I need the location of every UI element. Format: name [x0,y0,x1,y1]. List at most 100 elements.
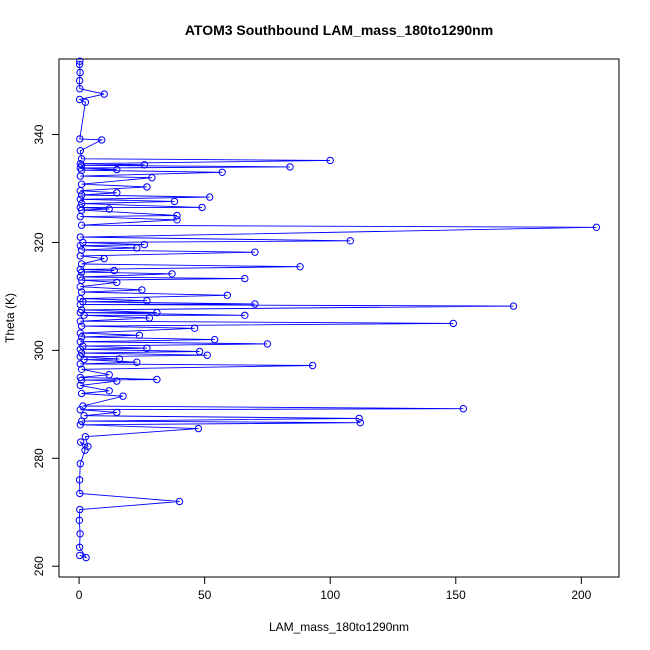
data-point [263,340,272,348]
data-point [76,360,85,368]
data-point [77,349,86,357]
data-point [76,57,84,65]
data-point [113,377,121,385]
series-layer [75,57,601,562]
x-tick-label: 0 [76,588,83,602]
data-point [76,353,85,361]
data-point [113,278,121,287]
data-point [140,240,149,249]
data-point [79,402,87,410]
data-point [77,199,86,208]
series-line [78,61,597,559]
data-point [145,314,154,322]
data-point [100,90,108,98]
data-point [326,156,334,165]
data-point [76,373,85,382]
data-point [76,406,85,414]
y-axis-label: Theta (K) [3,293,17,343]
data-point [77,191,86,199]
data-point [168,270,176,278]
data-point [241,311,249,319]
data-point [223,291,232,299]
y-tick-label: 320 [32,232,46,252]
data-point [296,263,304,271]
data-point [76,203,85,212]
data-point [113,408,121,417]
data-point [251,248,259,256]
data-point [203,351,211,359]
x-tick-label: 100 [320,588,340,602]
data-point [77,221,86,229]
data-point [75,543,84,551]
x-tick-label: 150 [446,588,466,602]
data-point [173,211,181,220]
data-point [76,505,84,514]
data-point [77,155,86,163]
x-tick-label: 200 [571,588,591,602]
data-point [459,405,467,413]
y-tick-label: 260 [32,556,46,576]
data-point [143,183,151,191]
data-point [75,95,84,104]
data-point [135,331,144,339]
x-axis: 0 50 100 150 200 [76,576,592,602]
data-point [80,412,88,420]
data-point [241,274,249,283]
data-point [211,335,219,344]
data-point [355,414,363,423]
data-point [76,438,85,446]
data-point [153,308,161,317]
data-point [509,302,518,310]
data-point [76,530,84,538]
data-point [592,223,601,232]
data-point [77,288,86,296]
data-point [75,60,84,69]
y-tick-label: 280 [32,448,46,468]
data-point [148,174,156,182]
data-point [113,189,121,197]
data-point [251,300,259,308]
data-point [77,260,86,268]
data-point [76,317,85,325]
data-point [119,392,127,400]
data-point [100,254,108,263]
data-point [105,371,113,379]
data-point [76,329,85,337]
data-point [75,476,84,484]
data-point [76,160,85,168]
data-point [115,355,124,363]
data-point [77,276,86,284]
data-point [76,265,85,274]
data-point [84,442,92,451]
data-point [356,419,364,427]
data-point [206,193,214,201]
data-point [140,161,149,169]
data-point [76,421,85,429]
data-point [76,68,84,77]
data-point [190,324,199,332]
data-point [76,489,84,498]
data-point [173,216,181,224]
x-axis-label: LAM_mass_180to1290nm [269,620,409,634]
data-point [77,365,86,373]
data-point [81,98,90,106]
data-point [76,233,85,241]
data-point [76,135,84,143]
data-point [76,195,85,204]
data-point [449,319,457,328]
data-point [308,361,317,370]
y-tick-label: 340 [32,124,46,144]
data-point [113,165,121,174]
data-point [286,163,294,171]
data-point [77,306,86,314]
data-point [76,85,84,93]
chart-title: ATOM3 Southbound LAM_mass_180to1290nm [185,22,493,38]
x-tick-label: 50 [198,588,212,602]
y-tick-label: 300 [32,340,46,360]
data-point [98,136,106,144]
data-point [175,497,184,506]
data-point [143,297,151,305]
data-point [76,460,85,468]
data-point [105,205,113,213]
